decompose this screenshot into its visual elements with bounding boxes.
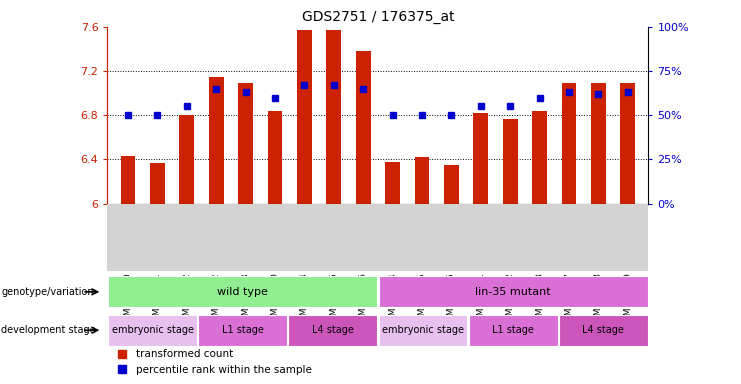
Bar bbox=[150, 163, 165, 204]
Bar bbox=[473, 113, 488, 204]
Text: embryonic stage: embryonic stage bbox=[112, 325, 193, 335]
Text: embryonic stage: embryonic stage bbox=[382, 325, 464, 335]
Bar bbox=[444, 165, 459, 204]
Bar bbox=[121, 156, 136, 204]
Bar bbox=[415, 157, 429, 204]
Bar bbox=[379, 315, 468, 346]
Bar bbox=[327, 30, 341, 204]
Text: development stage: development stage bbox=[1, 325, 96, 335]
Text: L4 stage: L4 stage bbox=[582, 325, 624, 335]
Bar bbox=[532, 111, 547, 204]
Bar bbox=[385, 162, 400, 204]
Title: GDS2751 / 176375_at: GDS2751 / 176375_at bbox=[302, 10, 454, 25]
Bar bbox=[108, 315, 197, 346]
Bar bbox=[268, 111, 282, 204]
Bar bbox=[503, 119, 517, 204]
Bar bbox=[620, 83, 635, 204]
Bar bbox=[559, 315, 648, 346]
Bar bbox=[239, 83, 253, 204]
Bar bbox=[468, 315, 558, 346]
Text: L4 stage: L4 stage bbox=[312, 325, 353, 335]
Text: genotype/variation: genotype/variation bbox=[1, 287, 94, 297]
Bar bbox=[179, 115, 194, 204]
Text: L1 stage: L1 stage bbox=[492, 325, 534, 335]
Bar bbox=[209, 76, 224, 204]
Bar bbox=[356, 51, 370, 204]
Text: L1 stage: L1 stage bbox=[222, 325, 264, 335]
Legend: transformed count, percentile rank within the sample: transformed count, percentile rank withi… bbox=[113, 345, 316, 379]
Text: lin-35 mutant: lin-35 mutant bbox=[475, 287, 551, 297]
Text: wild type: wild type bbox=[217, 287, 268, 297]
Bar bbox=[108, 276, 377, 307]
Bar bbox=[562, 83, 576, 204]
Bar bbox=[288, 315, 377, 346]
Bar bbox=[379, 276, 648, 307]
Bar bbox=[591, 83, 605, 204]
Bar bbox=[297, 30, 312, 204]
Bar bbox=[198, 315, 288, 346]
